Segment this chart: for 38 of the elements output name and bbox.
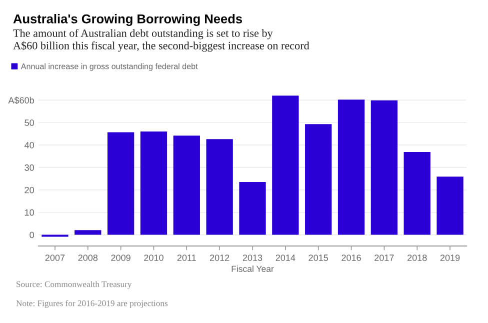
x-tick-label: 2012 bbox=[210, 254, 230, 261]
y-tick-label: 20 bbox=[24, 186, 34, 194]
y-tick-label: 40 bbox=[24, 142, 34, 148]
x-tick-label: 2018 bbox=[408, 254, 427, 261]
bar bbox=[338, 100, 365, 235]
bar bbox=[206, 139, 233, 235]
bar bbox=[239, 182, 266, 235]
x-tick-label: 2007 bbox=[45, 254, 65, 261]
chart-subtitle: The amount of Australian debt outstanding is set to rise by A$60 billion this fiscal year, the second-biggest increase on record bbox=[13, 29, 310, 52]
y-tick-label: 30 bbox=[24, 164, 34, 171]
y-tick-label: A$60b bbox=[8, 96, 34, 104]
x-tick-label: 2011 bbox=[177, 254, 196, 261]
bar bbox=[107, 132, 134, 235]
x-tick-label: 2009 bbox=[111, 254, 130, 261]
x-tick-label: 2013 bbox=[242, 254, 262, 261]
bar bbox=[74, 230, 102, 235]
bar bbox=[305, 124, 332, 235]
x-tick-label: 2015 bbox=[308, 254, 328, 261]
y-tick-label: 50 bbox=[24, 120, 34, 126]
x-axis-title: Fiscal Year bbox=[232, 266, 274, 272]
bar bbox=[173, 136, 200, 235]
source-note: Source: Commonwealth Treasury bbox=[16, 281, 132, 289]
x-tick-label: 2016 bbox=[342, 254, 361, 261]
bar bbox=[140, 132, 168, 235]
bar bbox=[404, 152, 430, 235]
x-tick-label: 2010 bbox=[144, 254, 164, 261]
x-tick-label: 2019 bbox=[440, 254, 460, 261]
x-tick-label: 2017 bbox=[374, 254, 394, 261]
legend-label: Annual increase in gross outstanding federal debt bbox=[20, 63, 198, 71]
x-tick-label: 2008 bbox=[78, 254, 98, 261]
bar bbox=[370, 100, 398, 235]
x-tick-label: 2014 bbox=[276, 254, 296, 261]
text: Note: Figures for 2016-2019 are projections bbox=[16, 300, 168, 308]
y-tick-label: 10 bbox=[24, 209, 34, 216]
chart-title: Australia's Growing Borrowing Needs bbox=[13, 14, 242, 26]
bar bbox=[272, 96, 299, 235]
bar bbox=[436, 176, 464, 235]
y-tick-label: 0 bbox=[30, 232, 34, 238]
